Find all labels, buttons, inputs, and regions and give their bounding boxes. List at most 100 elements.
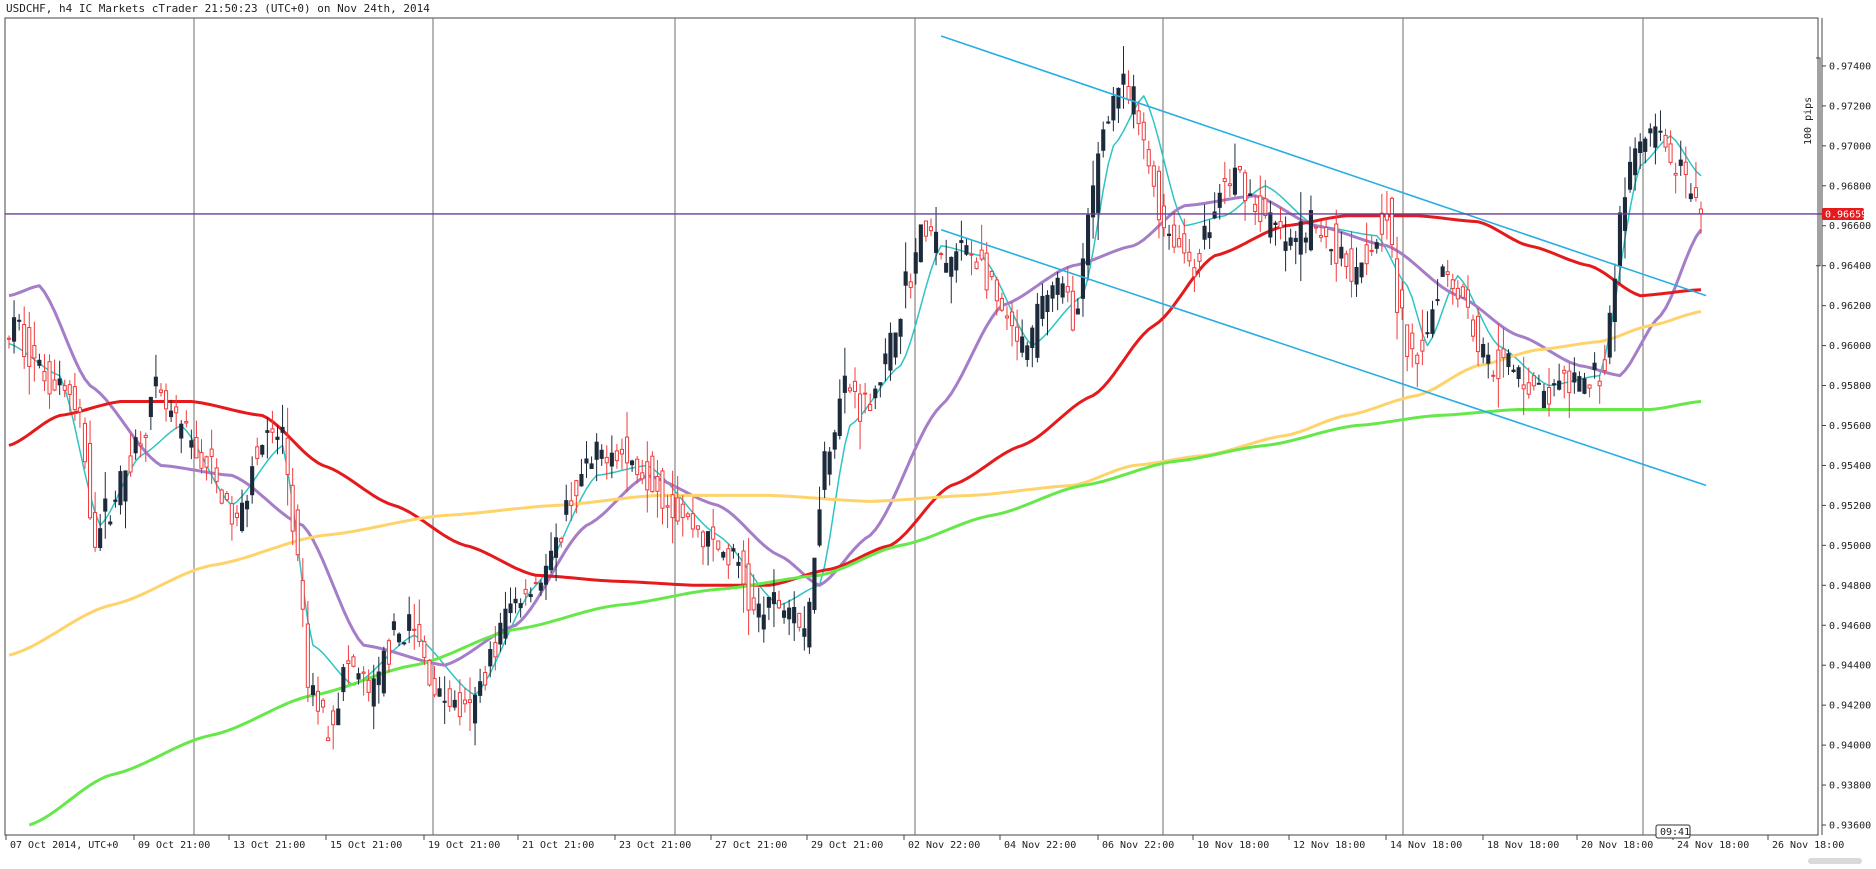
bear-candle — [574, 480, 579, 497]
bear-candle — [908, 281, 913, 288]
bear-candle — [1222, 178, 1227, 183]
bull-candle — [1329, 249, 1334, 252]
bear-candle — [1004, 315, 1010, 319]
bear-candle — [285, 437, 290, 476]
bull-candle — [949, 256, 954, 277]
bear-candle — [680, 503, 685, 519]
bear-candle — [1400, 289, 1405, 309]
x-tick-label: 20 Nov 18:00 — [1581, 840, 1653, 851]
x-tick-label: 26 Nov 18:00 — [1772, 840, 1844, 851]
bear-candle — [1491, 374, 1496, 377]
bull-candle — [513, 598, 518, 604]
bear-candle — [321, 699, 326, 708]
bull-candle — [407, 614, 412, 631]
x-tick-label: 15 Oct 21:00 — [330, 840, 402, 851]
y-tick-label: 0.97400 — [1829, 61, 1871, 72]
moving-average-green — [28, 400, 1702, 827]
bear-candle — [716, 540, 721, 550]
bull-candle — [336, 708, 341, 726]
x-tick-label: 24 Nov 18:00 — [1677, 840, 1749, 851]
bull-candle — [12, 317, 17, 342]
bull-candle — [883, 353, 888, 365]
bull-candle — [736, 561, 741, 566]
bull-candle — [1648, 128, 1653, 134]
bear-candle — [214, 467, 219, 482]
bull-candle — [1293, 237, 1298, 242]
bear-candle — [209, 448, 214, 458]
moving-average-yellow — [8, 310, 1702, 657]
bull-candle — [1425, 332, 1430, 335]
bull-candle — [1025, 345, 1030, 360]
bear-candle — [741, 550, 746, 585]
bull-candle — [108, 521, 113, 525]
bull-candle — [584, 458, 589, 464]
bull-candle — [630, 460, 635, 466]
bear-candle — [1668, 143, 1673, 163]
upper-trendline — [940, 35, 1707, 297]
bull-candle — [538, 582, 543, 591]
bear-candle — [994, 279, 999, 302]
bull-candle — [1096, 153, 1101, 213]
bull-candle — [766, 596, 771, 608]
horizontal-scrollbar[interactable] — [1808, 858, 1862, 864]
y-tick-label: 0.97000 — [1829, 141, 1871, 152]
bull-candle — [1658, 130, 1663, 133]
bear-candle — [650, 455, 655, 493]
overlay: 100 pips 0.96659 09:41 — [1655, 97, 1867, 839]
bull-candle — [599, 449, 604, 459]
bull-candle — [376, 671, 381, 686]
bear-candle — [1460, 286, 1465, 298]
bull-candle — [792, 607, 797, 624]
bear-candle — [143, 434, 148, 438]
bear-candle — [234, 512, 239, 519]
bear-candle — [290, 484, 295, 532]
bear-candle — [1562, 369, 1567, 374]
y-tick-label: 0.94600 — [1829, 621, 1871, 632]
bear-candle — [462, 699, 467, 705]
bear-candle — [1136, 110, 1141, 125]
bull-candle — [1283, 241, 1288, 251]
bull-candle — [1167, 233, 1172, 236]
bear-candle — [422, 641, 427, 658]
bear-candle — [158, 389, 163, 393]
bull-candle — [1303, 237, 1308, 243]
bear-candle — [928, 226, 934, 232]
bear-candle — [1698, 208, 1704, 215]
bull-candle — [782, 610, 787, 618]
bear-candle — [483, 672, 488, 686]
bull-candle — [564, 500, 569, 515]
bull-candle — [260, 445, 265, 455]
bull-candle — [802, 628, 807, 637]
x-tick-label: 07 Oct 2014, UTC+0 — [10, 840, 118, 851]
bear-candle — [1227, 183, 1232, 187]
bear-candle — [675, 497, 680, 522]
bear-candle — [1547, 387, 1552, 405]
bear-candle — [1531, 375, 1536, 387]
bear-candle — [670, 494, 675, 519]
x-tick-label: 29 Oct 21:00 — [811, 840, 883, 851]
bull-candle — [807, 601, 812, 648]
bull-candle — [98, 528, 103, 549]
bull-candle — [169, 410, 174, 418]
bull-candle — [1035, 303, 1040, 358]
bull-candle — [1268, 212, 1273, 238]
bear-candle — [52, 379, 57, 391]
x-tick-label: 02 Nov 22:00 — [908, 840, 980, 851]
bear-candle — [295, 509, 300, 556]
bull-candle — [827, 451, 832, 475]
y-tick-label: 0.94400 — [1829, 661, 1871, 672]
time-marker: 09:41 — [1655, 824, 1691, 839]
bear-candle — [868, 404, 873, 411]
x-tick-label: 19 Oct 21:00 — [428, 840, 500, 851]
bull-candle — [1106, 121, 1111, 124]
bear-candle — [1263, 198, 1268, 216]
bull-candle — [959, 240, 964, 244]
bear-candle — [315, 690, 320, 712]
bull-candle — [1486, 354, 1491, 364]
x-tick-label: 23 Oct 21:00 — [619, 840, 691, 851]
bear-candle — [863, 392, 868, 395]
y-tick-label: 0.96800 — [1829, 181, 1871, 192]
x-tick-label: 06 Nov 22:00 — [1102, 840, 1174, 851]
